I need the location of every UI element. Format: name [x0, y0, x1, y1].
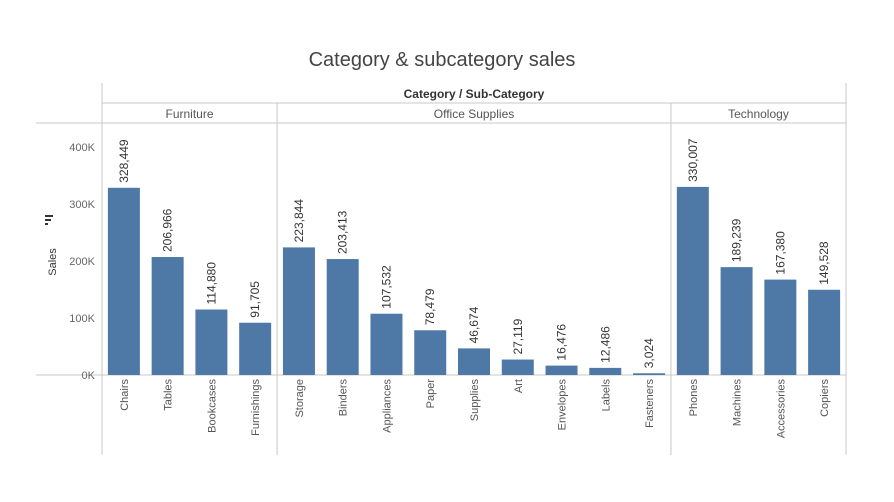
x-tick-label: Bookcases [206, 379, 218, 433]
x-tick-label: Labels [600, 379, 612, 412]
data-label: 91,705 [248, 281, 262, 318]
data-label: 223,844 [292, 199, 306, 243]
x-tick-label: Fasteners [644, 379, 656, 428]
bar[interactable] [151, 257, 184, 375]
data-label: 149,528 [817, 241, 831, 285]
data-label: 12,486 [598, 326, 612, 363]
group-labels: Furniture Office Supplies Technology [166, 107, 789, 121]
x-tick-label: Tables [163, 379, 175, 411]
bar[interactable] [545, 365, 578, 375]
sort-icon-bar [45, 223, 48, 225]
bar[interactable] [764, 279, 797, 375]
bar[interactable] [676, 186, 709, 375]
bar[interactable] [458, 348, 490, 375]
bar[interactable] [195, 309, 228, 375]
data-label: 107,532 [379, 265, 393, 309]
header-title: Category / Sub-Category [404, 87, 545, 101]
bar[interactable] [501, 359, 534, 375]
bars [107, 186, 841, 375]
data-label: 189,239 [730, 218, 744, 262]
y-tick-label: 300K [69, 199, 95, 211]
x-tick-label: Supplies [469, 379, 481, 422]
sort-icon-bar [45, 219, 51, 221]
data-label: 167,380 [773, 231, 787, 275]
category-label: Technology [728, 107, 789, 121]
chart-title: Category & subcategory sales [309, 49, 576, 71]
y-axis: Sales 0K 100K 200K 300K 400K [45, 142, 96, 382]
x-tick-label: Paper [425, 379, 437, 409]
y-axis-title: Sales [47, 248, 59, 276]
x-axis-labels: Chairs Tables Bookcases Furnishings Storage B… [119, 379, 831, 439]
x-tick-label: Art [513, 379, 525, 393]
x-tick-label: Phones [688, 379, 700, 417]
sort-icon-bar [45, 215, 53, 217]
bar[interactable] [370, 313, 403, 375]
data-label: 78,479 [423, 288, 437, 325]
bar[interactable] [414, 330, 447, 375]
y-tick-label: 100K [69, 313, 95, 325]
group-dividers [276, 103, 672, 455]
bar[interactable] [589, 367, 622, 375]
data-label: 27,119 [511, 318, 525, 354]
x-tick-label: Machines [732, 379, 744, 427]
x-tick-label: Envelopes [557, 379, 569, 431]
bar[interactable] [107, 187, 140, 375]
x-tick-label: Copiers [819, 379, 831, 417]
bar[interactable] [633, 373, 666, 375]
bar[interactable] [239, 322, 272, 375]
data-label: 3,024 [642, 338, 656, 368]
data-label: 330,007 [686, 138, 700, 182]
bar[interactable] [720, 267, 753, 375]
y-tick-label: 400K [69, 142, 95, 154]
y-tick-label: 200K [69, 256, 95, 268]
data-labels: 328,449 206,966 114,880 91,705 223,844 203,41… [117, 138, 831, 368]
data-label: 16,476 [555, 324, 569, 361]
x-tick-label: Binders [338, 379, 350, 417]
category-label: Office Supplies [434, 107, 515, 121]
data-label: 328,449 [117, 139, 131, 183]
x-tick-label: Storage [294, 379, 306, 418]
x-tick-label: Chairs [119, 379, 131, 411]
sort-icon[interactable] [45, 215, 53, 225]
bar[interactable] [808, 289, 841, 375]
data-label: 114,880 [204, 262, 218, 305]
x-tick-label: Accessories [775, 379, 787, 439]
x-tick-label: Furnishings [250, 379, 262, 436]
data-label: 206,966 [161, 208, 175, 252]
y-tick-label: 0K [82, 370, 96, 382]
bar[interactable] [326, 259, 359, 375]
category-label: Furniture [166, 107, 214, 121]
x-tick-label: Appliances [381, 379, 393, 433]
data-label: 46,674 [467, 306, 481, 343]
data-label: 203,413 [336, 210, 350, 254]
bar[interactable] [282, 247, 315, 375]
